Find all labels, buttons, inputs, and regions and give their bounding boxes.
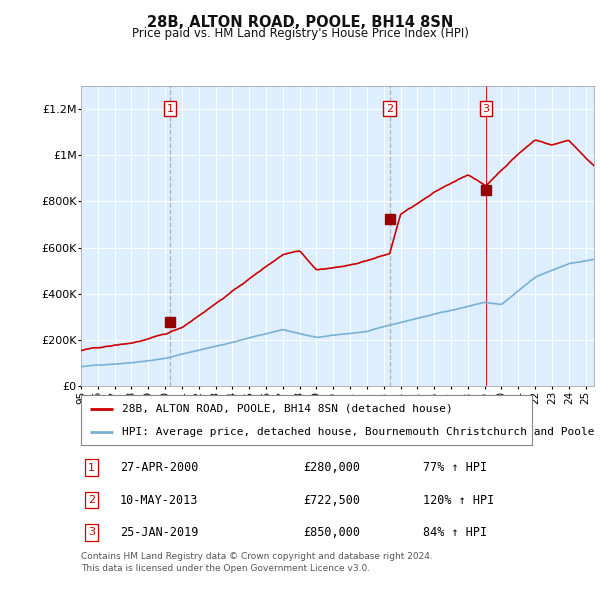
Text: 1: 1 xyxy=(167,104,173,114)
Text: £850,000: £850,000 xyxy=(303,526,360,539)
Text: 25-JAN-2019: 25-JAN-2019 xyxy=(120,526,199,539)
Text: £722,500: £722,500 xyxy=(303,493,360,507)
Text: Price paid vs. HM Land Registry's House Price Index (HPI): Price paid vs. HM Land Registry's House … xyxy=(131,27,469,40)
Text: 2: 2 xyxy=(88,495,95,505)
Text: 3: 3 xyxy=(88,527,95,537)
Text: 3: 3 xyxy=(482,104,490,114)
Text: 10-MAY-2013: 10-MAY-2013 xyxy=(120,493,199,507)
Text: HPI: Average price, detached house, Bournemouth Christchurch and Poole: HPI: Average price, detached house, Bour… xyxy=(122,427,594,437)
Text: 28B, ALTON ROAD, POOLE, BH14 8SN: 28B, ALTON ROAD, POOLE, BH14 8SN xyxy=(147,15,453,30)
Text: 1: 1 xyxy=(88,463,95,473)
Text: 84% ↑ HPI: 84% ↑ HPI xyxy=(423,526,487,539)
Text: Contains HM Land Registry data © Crown copyright and database right 2024.
This d: Contains HM Land Registry data © Crown c… xyxy=(81,552,433,573)
Text: 2: 2 xyxy=(386,104,393,114)
Text: 120% ↑ HPI: 120% ↑ HPI xyxy=(423,493,494,507)
Text: 28B, ALTON ROAD, POOLE, BH14 8SN (detached house): 28B, ALTON ROAD, POOLE, BH14 8SN (detach… xyxy=(122,404,452,414)
Text: 27-APR-2000: 27-APR-2000 xyxy=(120,461,199,474)
Text: £280,000: £280,000 xyxy=(303,461,360,474)
Text: 77% ↑ HPI: 77% ↑ HPI xyxy=(423,461,487,474)
